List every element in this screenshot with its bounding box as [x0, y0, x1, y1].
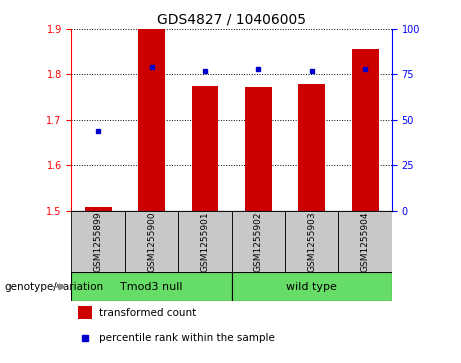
Text: transformed count: transformed count	[99, 307, 196, 318]
Bar	[338, 211, 392, 272]
Bar	[178, 211, 231, 272]
Text: genotype/variation: genotype/variation	[5, 282, 104, 292]
Bar	[78, 306, 92, 319]
Bar	[71, 211, 125, 272]
Text: GSM1255902: GSM1255902	[254, 211, 263, 272]
Text: GSM1255903: GSM1255903	[307, 211, 316, 272]
Bar	[352, 49, 378, 211]
Text: wild type: wild type	[286, 282, 337, 292]
Text: GSM1255899: GSM1255899	[94, 211, 103, 272]
Bar	[125, 211, 178, 272]
Bar	[71, 272, 231, 301]
Text: GSM1255901: GSM1255901	[201, 211, 209, 272]
Bar	[298, 84, 325, 211]
Bar	[192, 86, 219, 211]
Bar	[231, 211, 285, 272]
Bar	[231, 272, 392, 301]
Text: Tmod3 null: Tmod3 null	[120, 282, 183, 292]
Bar	[245, 87, 272, 211]
Text: GSM1255900: GSM1255900	[147, 211, 156, 272]
Bar	[285, 211, 338, 272]
Title: GDS4827 / 10406005: GDS4827 / 10406005	[157, 12, 306, 26]
Text: percentile rank within the sample: percentile rank within the sample	[99, 333, 275, 343]
Bar	[85, 207, 112, 211]
Bar	[138, 29, 165, 211]
Text: GSM1255904: GSM1255904	[361, 211, 370, 272]
